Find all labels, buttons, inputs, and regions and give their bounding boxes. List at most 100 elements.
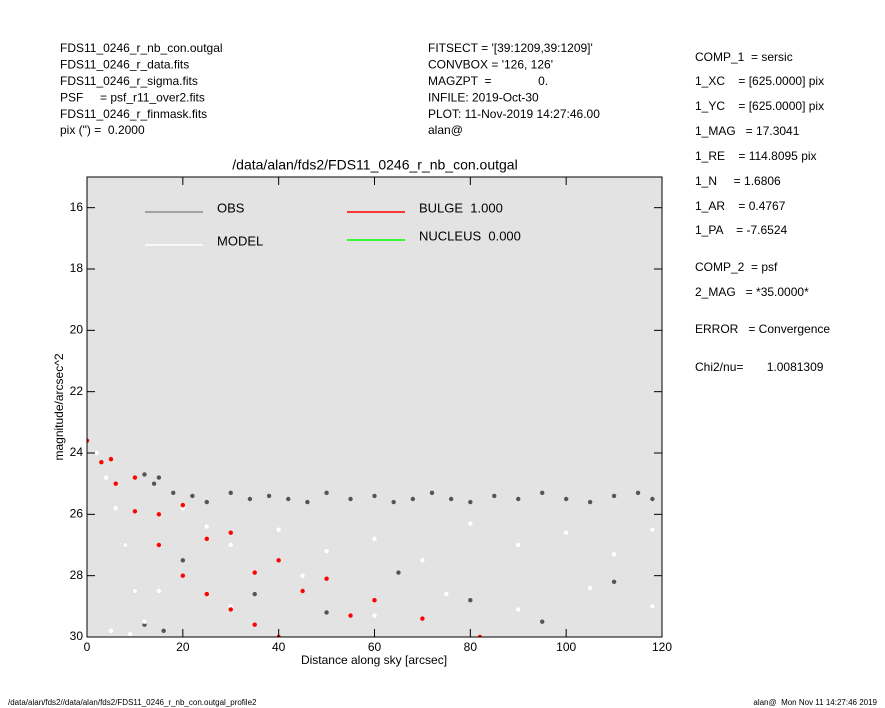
data-point: [300, 588, 305, 594]
data-point: [348, 496, 353, 502]
data-point: [156, 588, 162, 594]
data-point: [650, 496, 655, 502]
footer-left: /data/alan/fds2//data/alan/fds2/FDS11_02…: [8, 698, 257, 707]
data-point: [161, 628, 166, 634]
header-left-line: pix (") = 0.2000: [60, 123, 145, 137]
data-point: [151, 481, 157, 486]
data-point: [156, 542, 162, 548]
data-point: [540, 619, 545, 624]
data-point: [492, 493, 497, 499]
data-point: [252, 591, 257, 597]
data-point: [468, 521, 473, 526]
data-point: [468, 598, 473, 603]
data-point: [563, 530, 569, 535]
data-point: [142, 619, 147, 624]
fit-parameter: 1_AR = 0.4767: [695, 199, 786, 213]
data-point: [252, 570, 257, 575]
data-point: [142, 622, 147, 627]
header-mid-line: alan@: [428, 123, 463, 137]
x-tick-label: 40: [272, 640, 286, 654]
y-tick-label: 20: [70, 323, 84, 337]
data-point: [94, 450, 99, 456]
data-point: [171, 490, 176, 496]
data-point: [305, 499, 310, 505]
header-mid-line: INFILE: 2019-Oct-30: [428, 90, 539, 104]
x-tick-label: 0: [84, 640, 91, 654]
data-point: [190, 493, 195, 499]
header-left-line: PSF = psf_r11_over2.fits: [60, 90, 205, 104]
data-point: [468, 499, 473, 505]
data-point: [252, 622, 257, 627]
data-point: [563, 496, 569, 502]
data-point: [276, 527, 281, 532]
data-point: [156, 475, 162, 480]
data-point: [228, 490, 233, 496]
data-point: [635, 490, 641, 496]
data-point: [372, 536, 377, 542]
data-point: [391, 499, 396, 505]
x-tick-label: 20: [176, 640, 190, 654]
data-point: [587, 499, 593, 505]
header-mid-line: FITSECT = '[39:1209,39:1209]': [428, 41, 593, 55]
header-mid-line: CONVBOX = '126, 126': [428, 58, 553, 72]
fit-parameter: 1_RE = 114.8095 pix: [695, 149, 817, 163]
x-tick-label: 120: [652, 640, 672, 654]
data-point: [108, 456, 114, 462]
data-point: [372, 598, 377, 603]
data-point: [103, 475, 109, 480]
data-point: [156, 512, 162, 517]
fit-parameter: 1_MAG = 17.3041: [695, 124, 800, 138]
data-point: [324, 490, 329, 496]
data-point: [396, 570, 401, 575]
data-point: [444, 591, 449, 597]
y-tick-label: 22: [70, 384, 84, 398]
plot-background: [87, 177, 662, 637]
fit-parameter: 1_PA = -7.6524: [695, 223, 788, 237]
y-axis-label: magnitude/arcsec^2: [52, 353, 66, 460]
data-point: [204, 536, 209, 542]
data-point: [113, 506, 118, 511]
data-point: [477, 634, 483, 637]
data-point: [540, 490, 545, 496]
data-point: [516, 542, 521, 548]
header-left-line: FDS11_0246_r_sigma.fits: [60, 74, 198, 88]
data-point: [142, 472, 147, 477]
data-point: [372, 613, 377, 618]
data-point: [300, 573, 305, 578]
footer-right: alan@ Mon Nov 11 14:27:46 2019: [753, 698, 877, 707]
x-tick-label: 100: [556, 640, 576, 654]
data-point: [516, 607, 521, 612]
data-point: [127, 631, 133, 637]
data-point: [204, 524, 209, 529]
fit-parameter: Chi2/nu= 1.0081309: [695, 360, 824, 374]
data-point: [123, 542, 128, 548]
data-point: [348, 613, 353, 618]
data-point: [587, 585, 593, 591]
fit-parameter: 1_N = 1.6806: [695, 174, 781, 188]
legend-label: OBS: [217, 200, 245, 215]
y-tick-label: 16: [70, 200, 84, 214]
chart-title: /data/alan/fds2/FDS11_0246_r_nb_con.outg…: [232, 157, 517, 173]
data-point: [650, 527, 655, 532]
data-point: [99, 460, 104, 465]
data-point: [132, 509, 138, 514]
header-mid-line: PLOT: 11-Nov-2019 14:27:46.00: [428, 107, 600, 121]
data-point: [372, 493, 377, 499]
fit-parameter: 1_XC = [625.0000] pix: [695, 74, 824, 88]
x-axis-label: Distance along sky [arcsec]: [301, 653, 447, 667]
data-point: [448, 496, 454, 502]
data-point: [266, 493, 272, 499]
data-point: [611, 493, 617, 499]
header-left-line: FDS11_0246_r_data.fits: [60, 58, 189, 72]
data-point: [132, 475, 138, 480]
data-point: [180, 502, 186, 508]
data-point: [228, 607, 233, 612]
data-point: [420, 616, 425, 621]
data-point: [324, 576, 329, 581]
y-tick-label: 28: [70, 568, 84, 582]
fit-parameter: ERROR = Convergence: [695, 322, 830, 336]
legend-label: MODEL: [217, 233, 263, 248]
data-point: [650, 604, 655, 609]
data-point: [180, 573, 186, 578]
data-point: [204, 499, 209, 505]
